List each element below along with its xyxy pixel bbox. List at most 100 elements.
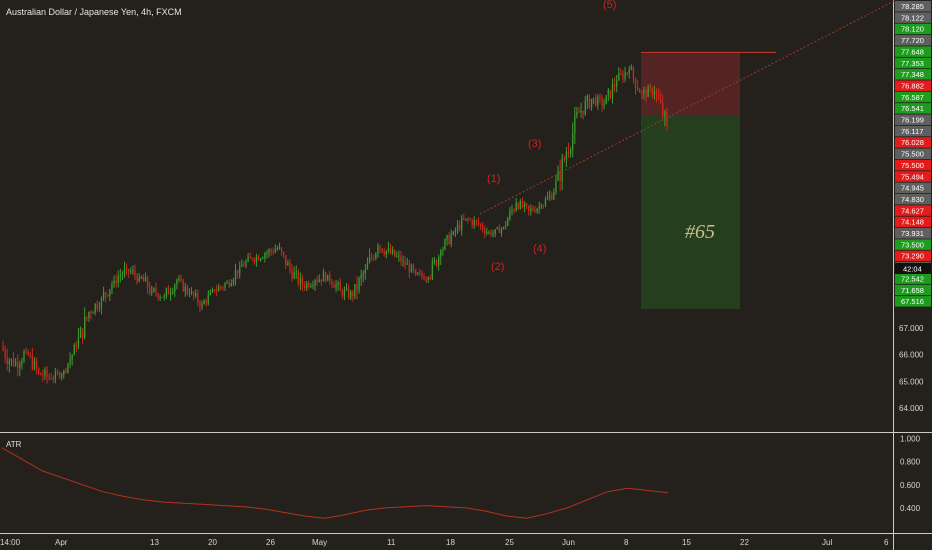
trend-line [479, 0, 898, 215]
candle-body [203, 300, 205, 305]
candle-body [113, 280, 115, 285]
time-tick-label: 15 [682, 538, 691, 547]
candle-body [613, 84, 616, 87]
price-badge [895, 148, 931, 160]
candle-body [592, 97, 595, 99]
candle-body [159, 297, 161, 299]
price-badge [895, 239, 931, 250]
stop-loss-zone [641, 52, 740, 115]
atr-tick-label: 1.000 [900, 435, 921, 444]
candle-body [285, 255, 287, 266]
candle-body [84, 316, 86, 338]
price-badge [895, 125, 931, 137]
time-axis[interactable]: 14:00 Apr 13 20 26 May 11 18 25 Jun 8 15 22 Jul 6 [0, 538, 889, 547]
position-tool[interactable] [641, 51, 776, 309]
candle-body [620, 73, 622, 75]
candle-body [318, 279, 320, 283]
candle-body [4, 350, 6, 358]
candle-body [490, 231, 492, 235]
candle-body [320, 279, 323, 282]
candle-body [341, 290, 344, 296]
candle-body [21, 361, 23, 365]
candle-body [546, 197, 549, 200]
candle-body [618, 73, 620, 81]
candle-body [293, 272, 295, 279]
candle-body [377, 245, 379, 254]
candle-body [364, 269, 367, 273]
candle-body [628, 69, 630, 74]
candle-body [429, 277, 431, 279]
candle-body [48, 376, 50, 379]
price-axis[interactable]: 64.000 65.000 66.000 67.000 78.285 78.122 78.1… [895, 1, 931, 413]
candle-body [666, 111, 668, 126]
candle-body [616, 80, 618, 87]
candle-body [484, 229, 486, 234]
candle-body [316, 280, 318, 283]
price-badge [895, 1, 931, 12]
price-badge-label: 78.120 [901, 25, 924, 34]
candle-body [138, 277, 140, 282]
candle-body [130, 271, 132, 273]
candle-body [580, 110, 582, 113]
candle-body [636, 87, 639, 90]
price-badge [895, 57, 931, 69]
candle-body [297, 271, 300, 284]
candle-body [270, 249, 272, 252]
candle-body [435, 260, 438, 266]
candle-body [92, 312, 94, 314]
candle-body [239, 266, 241, 274]
candle-body [408, 263, 411, 273]
elliott-wave-label: (3) [528, 138, 541, 150]
candle-body [207, 294, 209, 304]
candle-body [31, 355, 34, 369]
candle-body [226, 282, 228, 284]
candle-body [184, 286, 186, 292]
candle-body [192, 291, 195, 296]
candle-body [653, 90, 656, 96]
candle-body [406, 263, 408, 265]
candle-body [37, 368, 40, 374]
drawings: (1) (2) (3) (4) (5) [479, 0, 898, 273]
candle-body [463, 218, 465, 220]
candle-body [215, 290, 218, 292]
candle-body [35, 360, 38, 369]
candle-body [431, 262, 434, 279]
time-tick-label: 22 [740, 538, 749, 547]
candle-body [247, 256, 249, 262]
candle-body [427, 277, 429, 281]
candle-body [507, 219, 509, 226]
candle-body [280, 247, 283, 252]
price-badge-label: 76.587 [901, 93, 924, 102]
price-badge-label: 75.500 [901, 150, 924, 159]
candle-body [425, 279, 427, 281]
atr-indicator-title: ATR [6, 440, 22, 449]
candle-body [494, 229, 496, 234]
candle-body [534, 210, 536, 213]
candle-body [146, 276, 149, 289]
candle-body [75, 345, 78, 347]
candle-body [574, 115, 576, 133]
price-badge [895, 46, 931, 57]
candle-body [6, 357, 8, 365]
candle-body [88, 312, 90, 318]
candle-body [362, 272, 364, 275]
price-badge [895, 250, 931, 262]
candle-body [245, 261, 247, 267]
candle-body [211, 289, 214, 292]
price-badge-label: 75.500 [901, 161, 924, 170]
candle-body [104, 292, 107, 295]
candle-body [630, 67, 633, 70]
candle-body [421, 272, 423, 277]
candle-body [148, 288, 151, 293]
time-tick-label: Jul [822, 538, 832, 547]
time-tick-label: 14:00 [0, 538, 21, 547]
candle-body [360, 274, 362, 279]
candle-body [190, 291, 193, 294]
candle-body [391, 249, 394, 254]
candle-body [289, 262, 291, 270]
price-badge [895, 80, 931, 91]
candle-body [540, 205, 542, 207]
candle-body [333, 284, 335, 288]
candle-body [584, 101, 586, 115]
